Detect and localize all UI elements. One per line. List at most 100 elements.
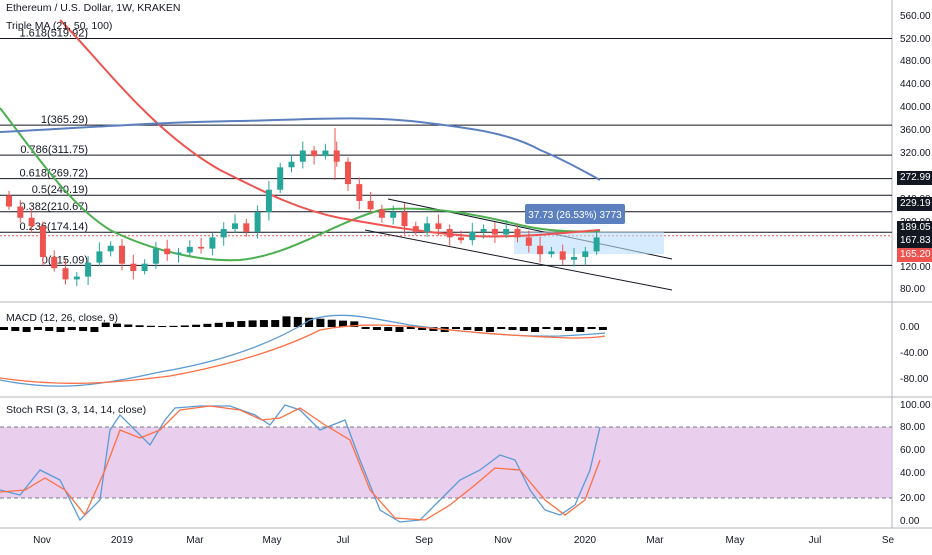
candle-body: [175, 252, 182, 255]
time-axis-label: Mar: [186, 535, 204, 546]
macd-hist-bar: [282, 316, 291, 327]
fib-label: 0(115.09): [42, 254, 88, 266]
macd-hist-bar: [135, 325, 144, 327]
time-axis-label: Jul: [337, 535, 350, 546]
macd-hist-bar: [56, 327, 65, 332]
macd-hist-bar: [259, 320, 268, 327]
candle-body: [96, 251, 103, 263]
macd-hist-bar: [553, 327, 562, 330]
time-axis-label: May: [726, 535, 745, 546]
candle-body: [51, 256, 58, 269]
candle-body: [491, 228, 498, 235]
macd-line: [0, 314, 606, 387]
candle-body: [220, 228, 227, 238]
candle-body: [119, 245, 125, 264]
candle-body: [435, 223, 442, 229]
macd-hist-bar: [395, 327, 404, 332]
macd-hist-bar: [339, 320, 347, 327]
moving-averages: [0, 19, 601, 262]
candle-body: [164, 248, 171, 255]
candle-body: [367, 200, 374, 210]
candle-body: [85, 262, 92, 277]
price-axis-label: 440.00: [900, 79, 931, 90]
price-tag: 272.99: [897, 171, 932, 185]
macd-hist-bar: [316, 318, 325, 327]
macd-hist-bar: [33, 327, 42, 330]
candle-body: [537, 245, 544, 255]
fib-label: 1(365.29): [41, 114, 88, 126]
candle-body: [333, 150, 340, 162]
time-axis-label: 2020: [574, 535, 597, 546]
macd-signal-line: [0, 324, 606, 384]
stoch-legend[interactable]: Stoch RSI (3, 3, 14, 14, close): [6, 404, 147, 416]
triple-ma-legend[interactable]: Triple MA (21, 50, 100): [6, 20, 113, 32]
candle-body: [232, 223, 238, 229]
macd-hist-bar: [497, 327, 506, 329]
candle-body: [446, 228, 453, 238]
macd-hist-bar: [452, 327, 460, 329]
stoch-axis-label: 0.00: [900, 516, 920, 527]
candle-body: [311, 150, 318, 157]
macd-hist-bar: [11, 327, 20, 331]
candles: [6, 128, 600, 287]
candle-body: [514, 228, 521, 238]
macd-hist-bar: [418, 327, 427, 330]
fib-label: 0.236(174.14): [20, 221, 89, 233]
candle-body: [322, 150, 329, 157]
measure-label: 37.73 (26.53%) 3773: [528, 210, 622, 221]
channel-bottom-line[interactable]: [364, 229, 673, 291]
price-tag: 165.20: [897, 248, 932, 262]
candle-body: [458, 237, 464, 241]
candle-body: [469, 231, 476, 241]
candle-body: [209, 237, 216, 249]
macd-hist-bar: [406, 327, 415, 329]
candle-body: [480, 228, 487, 232]
stoch-axis-label: 40.00: [900, 468, 925, 479]
macd-hist-bar: [146, 325, 155, 327]
price-axis-label: 80.00: [900, 284, 925, 295]
fib-levels: 1.618(519.92)1(365.29)0.786(311.75)0.618…: [0, 27, 892, 266]
macd-legend[interactable]: MACD (12, 26, close, 9): [6, 312, 119, 324]
candle-body: [378, 209, 385, 218]
candle-body: [254, 212, 261, 232]
fib-label: 0.618(269.72): [20, 168, 89, 180]
time-axis-label: May: [263, 535, 282, 546]
stoch-axis-label: 20.00: [900, 493, 925, 504]
candle-body: [401, 212, 408, 227]
macd-hist-bar: [237, 321, 246, 327]
candle-body: [62, 268, 69, 280]
candle-body: [390, 212, 397, 218]
macd-hist-bar: [485, 327, 494, 332]
macd-hist-bar: [508, 327, 517, 330]
candle-body: [243, 223, 250, 232]
macd-hist-bar: [598, 327, 607, 330]
macd-hist-bar: [124, 324, 133, 327]
candle-body: [356, 184, 363, 201]
candle-body: [593, 237, 600, 252]
macd-hist-bar: [113, 323, 121, 327]
candle-body: [73, 276, 80, 280]
price-axis-label: 120.00: [900, 262, 931, 273]
fib-label: 0.5(240.19): [32, 184, 88, 196]
candle-body: [424, 223, 431, 232]
candle-body: [28, 217, 35, 227]
price-axis-label: 560.00: [900, 11, 931, 22]
macd-hist-bar: [384, 327, 393, 331]
macd-hist-bar: [158, 325, 167, 327]
stoch-axis-label: 80.00: [900, 422, 925, 433]
price-tag: 229.19: [897, 197, 932, 211]
candle-body: [198, 246, 205, 249]
candle-body: [265, 189, 272, 213]
time-axis-label: Mar: [646, 535, 664, 546]
time-axis-label: 2019: [111, 535, 134, 546]
price-tag: 189.05: [897, 221, 932, 235]
stoch-axis-label: 100.00: [900, 400, 931, 411]
candle-body: [130, 263, 137, 271]
candle-body: [141, 263, 148, 271]
price-axis-label: 520.00: [900, 34, 931, 45]
macd-hist-bar: [79, 327, 88, 331]
fib-label: 0.786(311.75): [20, 144, 88, 156]
macd-hist-bar: [576, 327, 585, 332]
